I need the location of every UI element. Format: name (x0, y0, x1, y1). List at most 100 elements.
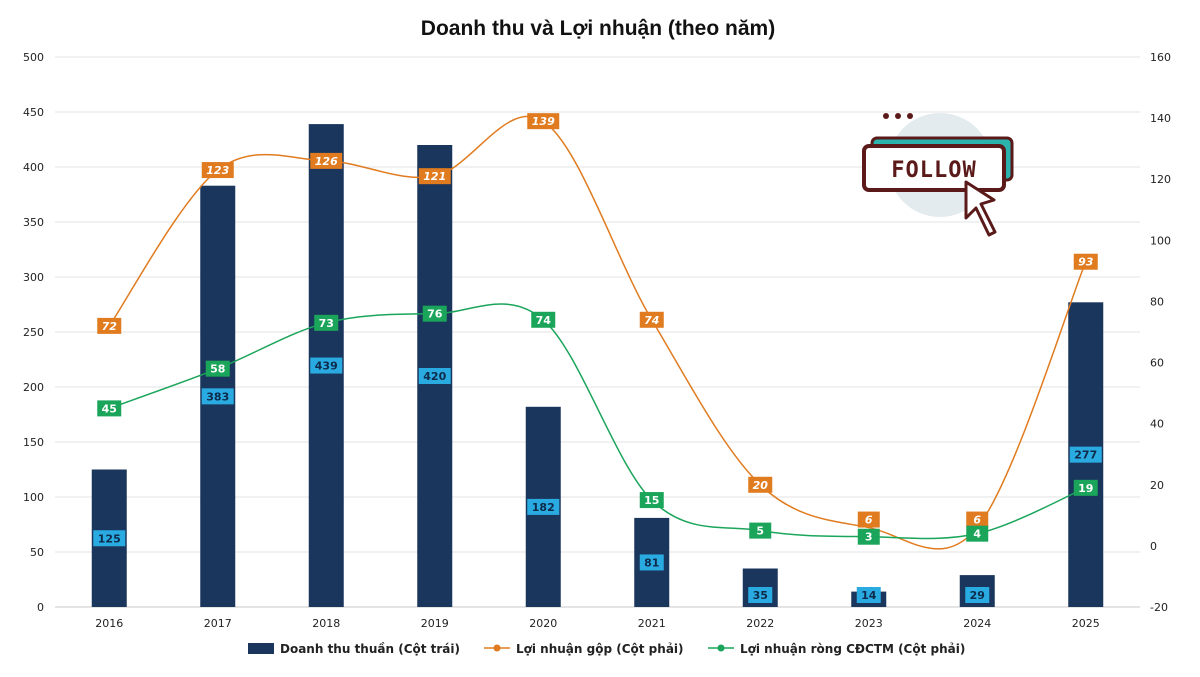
net-data-label: 45 (102, 402, 117, 415)
x-tick-label: 2023 (855, 617, 883, 630)
legend: Doanh thu thuần (Cột trái) Lợi nhuận gộp… (248, 642, 965, 656)
gross-data-label-bg (527, 113, 560, 130)
gross-data-label: 72 (102, 320, 118, 333)
y-left-tick-label: 450 (23, 106, 44, 119)
bar-data-label: 125 (98, 532, 121, 545)
y-axis-right: -20 0 20 40 60 80 100 120 140 160 (1150, 51, 1171, 614)
x-axis: 2016 2017 2018 2019 2020 2021 2022 2023 2024 2025 (95, 617, 1100, 630)
net-data-label: 73 (319, 317, 334, 330)
bar-data-label-bg (639, 554, 664, 571)
gross-data-label: 74 (644, 314, 659, 327)
line-series (108, 115, 1087, 550)
net-data-label-bg (314, 314, 339, 331)
y-left-tick-label: 0 (37, 601, 44, 614)
bar-data-label-bg (1069, 446, 1102, 463)
follow-text: FOLLOW (891, 158, 976, 183)
y-right-tick-label: 160 (1150, 51, 1171, 64)
series-line-net (108, 303, 1087, 540)
y-left-tick-label: 350 (23, 216, 44, 229)
bar-data-label: 29 (970, 589, 985, 602)
net-data-label: 19 (1078, 482, 1093, 495)
net-data-label: 58 (210, 363, 225, 376)
gross-data-label: 6 (865, 514, 873, 527)
follow-badge-icon[interactable]: FOLLOW (862, 113, 1014, 237)
bar-data-label: 14 (861, 589, 877, 602)
net-data-label-bg (857, 528, 880, 545)
y-right-tick-label: -20 (1150, 601, 1168, 614)
gridlines (55, 56, 1140, 608)
net-data-label: 3 (865, 531, 873, 544)
bar-data-label-bg (527, 498, 560, 515)
y-right-tick-label: 100 (1150, 234, 1171, 247)
net-data-label-bg (531, 311, 556, 328)
y-left-tick-label: 200 (23, 381, 44, 394)
y-right-tick-label: 60 (1150, 357, 1164, 370)
legend-label-net: Lợi nhuận ròng CĐCTM (Cột phải) (740, 642, 965, 656)
bar-data-label: 35 (753, 589, 768, 602)
x-tick-label: 2018 (312, 617, 340, 630)
y-left-tick-label: 150 (23, 436, 44, 449)
x-tick-label: 2024 (963, 617, 991, 630)
gross-data-label-bg (97, 317, 122, 334)
bar-data-label: 383 (206, 390, 229, 403)
gross-data-label: 121 (423, 170, 446, 183)
net-data-label: 74 (536, 314, 552, 327)
gross-data-label: 20 (753, 479, 769, 492)
net-data-label-bg (749, 522, 772, 539)
y-right-tick-label: 120 (1150, 173, 1171, 186)
legend-label-revenue: Doanh thu thuần (Cột trái) (280, 642, 460, 656)
bar-data-label: 81 (644, 556, 659, 569)
y-right-tick-label: 80 (1150, 295, 1164, 308)
net-data-label: 76 (427, 308, 443, 321)
bar-data-label-bg (748, 587, 773, 603)
gross-data-label-bg (418, 168, 451, 185)
legend-marker-net (717, 644, 725, 652)
gross-data-label: 126 (315, 155, 338, 168)
chart-title: Doanh thu và Lợi nhuận (theo năm) (421, 17, 775, 40)
gross-data-label-bg (748, 476, 773, 493)
bar-data-label-bg (418, 368, 451, 384)
net-data-label-bg (205, 360, 230, 377)
y-left-tick-label: 300 (23, 271, 44, 284)
bar-data-label-bg (93, 530, 126, 547)
gross-data-label: 139 (532, 115, 555, 128)
y-left-tick-label: 500 (23, 51, 44, 64)
y-right-tick-label: 0 (1150, 540, 1157, 553)
y-right-tick-label: 140 (1150, 112, 1171, 125)
x-tick-label: 2022 (746, 617, 774, 630)
net-data-label-bg (1073, 479, 1098, 496)
gross-data-label-bg (1073, 253, 1098, 270)
net-data-label-bg (422, 305, 447, 322)
bar-data-label-bg (201, 388, 234, 405)
y-axis-left: 0 50 100 150 200 250 300 350 400 450 500 (23, 51, 44, 614)
bar-data-label: 277 (1074, 449, 1097, 462)
y-left-tick-label: 400 (23, 161, 44, 174)
net-data-label: 4 (973, 528, 981, 541)
gross-data-label: 93 (1078, 256, 1094, 269)
bar-data-label-bg (310, 357, 343, 374)
y-left-tick-label: 250 (23, 326, 44, 339)
gross-data-label-bg (639, 311, 664, 328)
gross-data-label: 123 (206, 164, 229, 177)
bar-data-label-bg (965, 587, 990, 603)
net-data-label-bg (966, 525, 989, 542)
x-tick-label: 2016 (95, 617, 123, 630)
bar-data-label: 420 (423, 370, 446, 383)
gross-data-label-bg (857, 511, 880, 528)
net-data-label: 15 (644, 494, 659, 507)
net-data-label: 5 (756, 525, 764, 538)
x-tick-label: 2020 (529, 617, 557, 630)
x-tick-label: 2017 (204, 617, 232, 630)
bar-data-label: 182 (532, 501, 555, 514)
y-right-tick-label: 40 (1150, 418, 1164, 431)
net-data-label-bg (639, 492, 664, 509)
legend-swatch-revenue (248, 643, 274, 654)
gross-data-label-bg (201, 162, 234, 179)
y-left-tick-label: 100 (23, 491, 44, 504)
legend-label-gross: Lợi nhuận gộp (Cột phải) (516, 642, 684, 656)
gross-data-label-bg (310, 152, 343, 169)
y-left-tick-label: 50 (30, 546, 44, 559)
x-tick-label: 2019 (421, 617, 449, 630)
